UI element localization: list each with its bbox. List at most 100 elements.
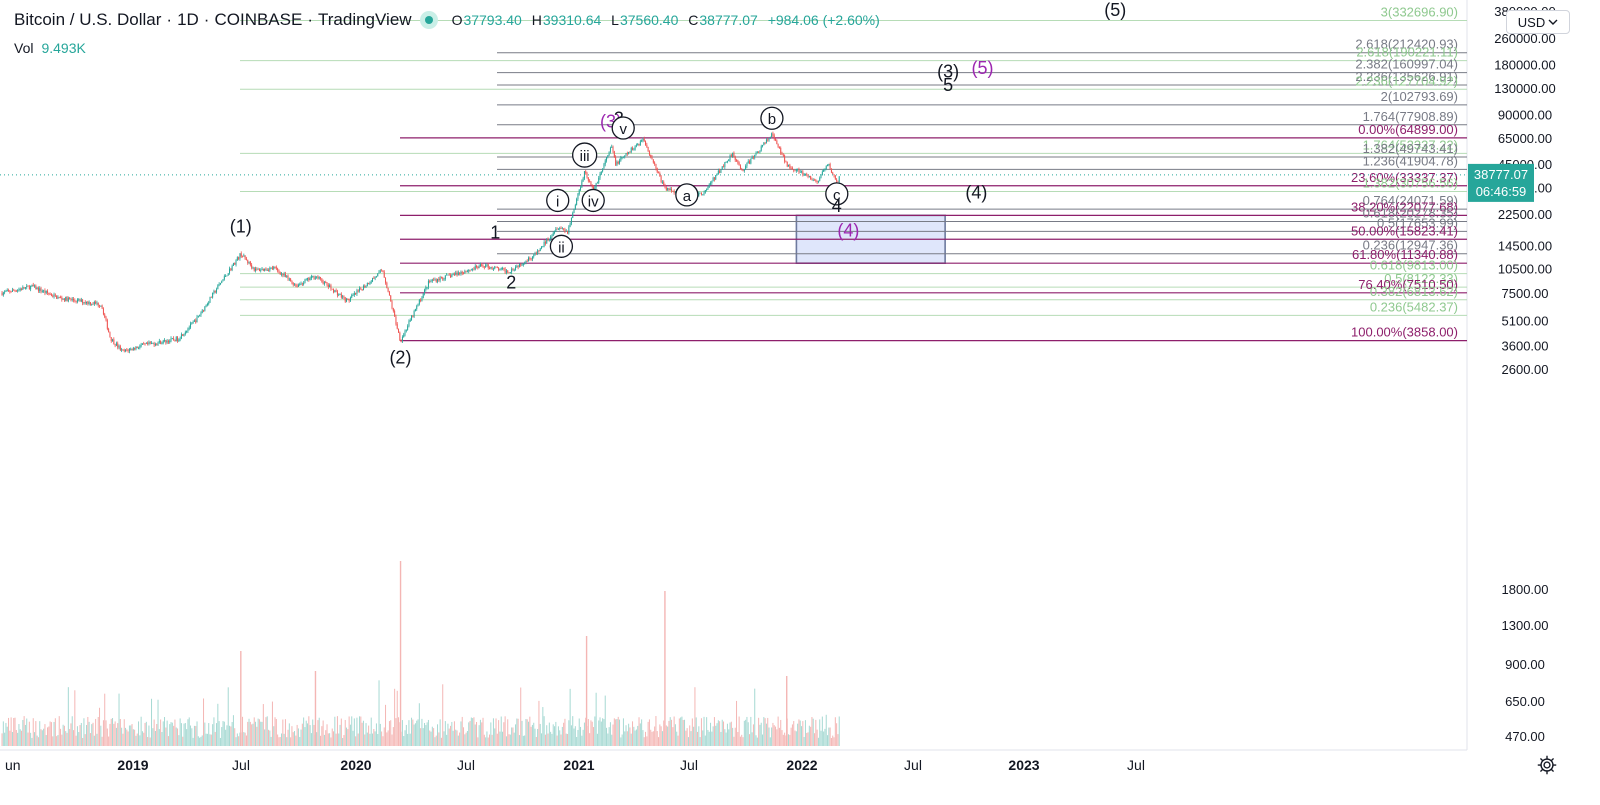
- volume-bar: [173, 725, 175, 746]
- fib-level-label: 3(332696.90): [1381, 4, 1458, 19]
- volume-bar: [472, 718, 474, 746]
- candle-body: [45, 290, 47, 293]
- candle-body: [56, 295, 58, 299]
- candle-body: [764, 142, 766, 144]
- candle-body: [570, 217, 572, 224]
- volume-bar: [677, 735, 679, 746]
- candle-body: [613, 151, 615, 158]
- candle-body: [167, 340, 169, 343]
- candle-body: [447, 274, 449, 276]
- candle-body: [229, 268, 231, 274]
- price-axis-tick: 14500.00: [1498, 239, 1552, 254]
- gear-icon[interactable]: [1536, 754, 1558, 776]
- candle-body: [112, 339, 114, 342]
- candle-body: [650, 154, 652, 157]
- volume-bar: [170, 722, 172, 746]
- volume-bar: [57, 735, 59, 746]
- volume-bar: [543, 716, 545, 746]
- volume-bar: [403, 736, 405, 746]
- candle-body: [673, 190, 675, 193]
- volume-bar: [534, 728, 536, 746]
- volume-bar: [652, 731, 654, 746]
- volume-bar: [816, 729, 818, 746]
- fib-level-label: 1.236(41904.78): [1363, 153, 1458, 168]
- volume-axis-tick: 650.00: [1505, 694, 1545, 709]
- candle-body: [569, 223, 571, 227]
- volume-bar: [648, 719, 650, 746]
- candle-body: [756, 151, 758, 153]
- volume-bar: [758, 717, 760, 746]
- currency-dropdown[interactable]: USD: [1506, 10, 1570, 34]
- candle-body: [733, 152, 735, 157]
- candle-body: [732, 152, 734, 157]
- candle-body: [346, 298, 348, 302]
- candle-body: [699, 192, 701, 194]
- candle-body: [395, 316, 397, 325]
- candle-body: [88, 302, 90, 304]
- volume-bar: [565, 733, 567, 746]
- volume-bar: [13, 718, 15, 746]
- interval-label[interactable]: 1D: [177, 10, 199, 29]
- candle-body: [175, 337, 177, 342]
- candle-body: [414, 309, 416, 312]
- candle-body: [450, 275, 452, 278]
- volume-bar: [609, 722, 611, 746]
- volume-bar: [455, 729, 457, 746]
- candle-body: [407, 326, 409, 330]
- volume-bar: [164, 717, 166, 746]
- volume-bar: [212, 724, 214, 746]
- candle-body: [560, 228, 562, 229]
- candle-body: [121, 349, 123, 351]
- volume-bar: [303, 717, 305, 746]
- volume-bar: [262, 704, 264, 746]
- volume-bar: [801, 726, 803, 746]
- candle-body: [50, 294, 52, 296]
- candle-body: [492, 268, 494, 270]
- candle-body: [335, 290, 337, 292]
- volume-bar: [466, 731, 468, 746]
- volume-bar: [738, 716, 740, 746]
- close-key: C: [688, 12, 699, 28]
- candle-body: [811, 178, 813, 180]
- candle-body: [222, 279, 224, 282]
- candle-body: [174, 339, 176, 342]
- candle-body: [464, 271, 466, 274]
- volume-bar: [37, 737, 39, 746]
- volume-bar: [284, 719, 286, 746]
- candle-body: [40, 288, 42, 292]
- candle-body: [619, 160, 621, 164]
- volume-bar: [48, 726, 50, 746]
- volume-bar: [759, 724, 761, 746]
- candle-body: [728, 160, 730, 162]
- candle-body: [762, 145, 764, 147]
- candle-body: [287, 275, 289, 279]
- candle-body: [737, 160, 739, 163]
- fib-level-label: 2.236(127704.92): [1355, 73, 1458, 88]
- candle-body: [768, 138, 770, 141]
- candle-body: [203, 310, 205, 312]
- symbol-title[interactable]: Bitcoin / U.S. Dollar: [14, 10, 162, 29]
- volume-bar: [136, 733, 138, 746]
- candle-body: [500, 268, 502, 270]
- candle-body: [373, 278, 375, 279]
- candle-body: [624, 155, 626, 157]
- time-axis-tick: 2019: [117, 757, 148, 773]
- candle-body: [507, 270, 509, 273]
- volume-bar: [84, 734, 86, 746]
- candle-body: [672, 190, 674, 192]
- candle-body: [698, 192, 700, 196]
- volume-bar: [333, 731, 335, 746]
- separator-dot: ·: [166, 10, 173, 29]
- volume-bar: [300, 729, 302, 746]
- candle-body: [199, 315, 201, 317]
- candle-body: [583, 171, 585, 179]
- candle-body: [544, 242, 546, 244]
- volume-bar: [178, 735, 180, 746]
- volume-bar: [145, 721, 147, 746]
- volume-bar: [707, 730, 709, 746]
- volume-bar: [260, 721, 262, 746]
- volume-bar: [318, 717, 320, 746]
- volume-bar: [612, 724, 614, 746]
- volume-bar: [446, 734, 448, 746]
